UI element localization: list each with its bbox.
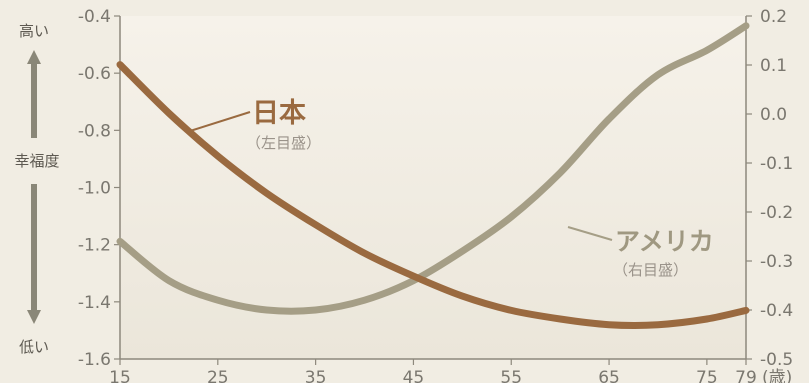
left-tick-label: -0.6 [78, 64, 111, 84]
x-tick-label: 25 [207, 368, 229, 383]
plot-area [120, 16, 746, 359]
left-tick-label: -0.8 [78, 121, 111, 141]
usa-series-label: アメリカ [615, 227, 714, 256]
left-tick-label: -1.0 [78, 179, 111, 199]
x-tick-label: 35 [305, 368, 327, 383]
x-tick-label: 55 [500, 368, 522, 383]
y-low-label: 低い [19, 338, 49, 356]
series-line-japan [116, 61, 750, 329]
up-arrow-icon [27, 50, 41, 138]
right-tick-label: -0.5 [760, 350, 793, 370]
y-high-label: 高い [19, 22, 49, 40]
x-tick-label: 45 [403, 368, 425, 383]
x-unit-label: (歳) [762, 368, 792, 383]
japan-leader-line [189, 111, 251, 132]
right-tick-label: -0.1 [760, 154, 793, 174]
y-axis-title: 幸福度 [14, 152, 59, 170]
x-tick-label: 79 [735, 368, 757, 383]
x-tick-label: 15 [109, 368, 131, 383]
down-arrow-icon [27, 184, 41, 324]
left-tick-label: -0.4 [78, 7, 111, 27]
usa-leader-line [567, 226, 613, 241]
japan-axis-note: （左目盛） [246, 134, 321, 152]
usa-axis-note: （右目盛） [613, 261, 688, 279]
x-tick-label: 75 [696, 368, 718, 383]
left-tick-label: -1.2 [78, 236, 111, 256]
left-tick-label: -1.6 [78, 350, 111, 370]
left-tick-label: -1.4 [78, 293, 111, 313]
right-tick-label: -0.3 [760, 252, 793, 272]
series-line-usa [116, 22, 750, 315]
right-tick-label: 0.1 [760, 56, 787, 76]
right-tick-label: -0.4 [760, 301, 793, 321]
right-tick-label: -0.2 [760, 203, 793, 223]
right-tick-label: 0.2 [760, 7, 787, 27]
right-tick-label: 0.0 [760, 105, 787, 125]
x-tick-label: 65 [598, 368, 620, 383]
japan-series-label: 日本 [252, 98, 306, 129]
